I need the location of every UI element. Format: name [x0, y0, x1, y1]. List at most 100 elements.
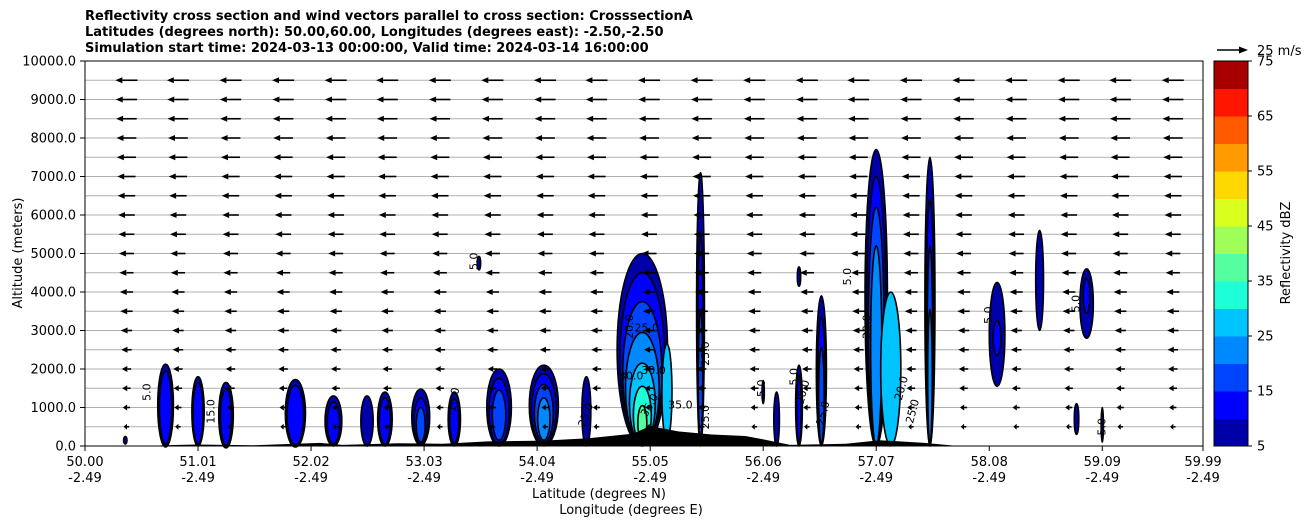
wind-arrow-head: [1112, 250, 1120, 257]
wind-arrow-head: [486, 327, 494, 334]
wind-arrow-head: [329, 308, 337, 315]
wind-arrow-head: [219, 96, 227, 103]
wind-arrow-head: [1117, 423, 1121, 430]
reflectivity-cell: [879, 291, 902, 447]
wind-arrow-head: [694, 289, 702, 295]
wind-arrow-head: [167, 135, 175, 141]
wind-arrow-head: [849, 212, 857, 218]
wind-arrow-head: [750, 404, 755, 411]
wind-arrow-head: [435, 366, 441, 372]
wind-arrow-head: [376, 96, 384, 103]
wind-arrow-head: [698, 404, 703, 411]
wind-arrow-head: [1167, 327, 1174, 334]
wind-arrow-head: [1164, 231, 1172, 238]
wind-arrow-head: [692, 154, 700, 161]
wind-arrow-head: [796, 135, 804, 141]
wind-arrow-head: [746, 250, 754, 257]
wind-arrow-head: [851, 289, 859, 295]
wind-arrow-head: [903, 269, 911, 276]
wind-arrow-head: [325, 115, 333, 122]
wind-arrow-head: [639, 135, 647, 141]
wind-arrow-head: [117, 192, 125, 199]
wind-arrow-head: [588, 212, 596, 218]
wind-arrow-head: [275, 231, 283, 238]
wind-arrow-head: [694, 250, 702, 257]
wind-arrow-head: [534, 96, 542, 103]
wind-arrow-head: [748, 327, 756, 334]
reflectivity-cell: [761, 379, 766, 405]
wind-arrow-head: [797, 154, 805, 161]
wind-arrow-head: [952, 96, 960, 103]
wind-arrow-head: [640, 212, 648, 218]
wind-arrow-head: [225, 366, 232, 372]
wind-arrow-head: [1060, 231, 1068, 238]
colorbar-segment: [1214, 363, 1248, 392]
wind-arrow-head: [1058, 115, 1066, 122]
wind-arrow-head: [328, 250, 336, 257]
wind-arrow-head: [590, 308, 598, 315]
wind-arrow-head: [1058, 96, 1066, 103]
wind-arrow-head: [430, 173, 438, 180]
colorbar-segment: [1214, 143, 1248, 172]
wind-arrow-head: [593, 423, 597, 430]
wind-arrow-head: [955, 231, 963, 238]
wind-arrow-head: [540, 366, 546, 372]
wind-arrow-head: [115, 77, 123, 84]
wind-arrow-head: [536, 192, 544, 199]
reflectivity-cell: [773, 391, 781, 447]
wind-arrow-head: [900, 115, 908, 122]
wind-arrow-head: [848, 115, 856, 122]
wind-arrow-head: [1109, 96, 1117, 103]
wind-arrow-head: [901, 154, 909, 161]
wind-arrow-head: [1163, 154, 1171, 161]
x-tick-label-lat: 50.00: [66, 455, 103, 470]
wind-arrow-head: [275, 250, 283, 257]
wind-arrow-head: [906, 385, 912, 392]
wind-arrow-head: [431, 231, 439, 238]
wind-arrow-head: [692, 192, 700, 199]
wind-arrow-head: [122, 385, 128, 392]
wind-arrow-head: [1164, 212, 1172, 218]
colorbar-tick-label: 5: [1257, 440, 1265, 455]
wind-arrow-head: [903, 250, 911, 257]
wind-key-arrow-head: [1239, 46, 1248, 54]
wind-arrow-head: [641, 231, 649, 238]
wind-arrow-head: [690, 77, 698, 84]
wind-arrow-head: [852, 327, 860, 334]
wind-arrow-head: [174, 404, 179, 411]
wind-arrow-head: [540, 385, 546, 392]
wind-arrow-head: [117, 173, 125, 180]
wind-arrow-head: [170, 250, 178, 257]
wind-arrow-head: [1110, 154, 1118, 161]
wind-arrow-head: [273, 135, 281, 141]
title-line-1: Reflectivity cross section and wind vect…: [85, 9, 693, 24]
wind-arrow-head: [743, 96, 751, 103]
wind-arrow-head: [381, 346, 389, 353]
wind-arrow-head: [431, 192, 439, 199]
wind-arrow-head: [695, 327, 703, 334]
wind-arrow-head: [1111, 212, 1119, 218]
wind-arrow-head: [851, 269, 859, 276]
wind-arrow-head: [1170, 423, 1174, 430]
wind-arrow-head: [743, 115, 751, 122]
wind-arrow-head: [749, 366, 756, 372]
wind-arrow-head: [489, 423, 493, 430]
contour-label: 5.0: [755, 380, 768, 398]
wind-arrow-head: [748, 346, 756, 353]
wind-arrow-head: [1114, 327, 1122, 334]
x-tick-label-lat: 51.01: [179, 455, 216, 470]
wind-arrow-head: [590, 327, 598, 334]
x-tick-label-lat: 52.02: [292, 455, 329, 470]
wind-arrow-head: [1006, 173, 1014, 180]
wind-arrow-head: [327, 231, 335, 238]
reflectivity-cell: [192, 381, 204, 445]
colorbar-label: Reflectivity dBZ: [1279, 202, 1294, 305]
wind-arrow-head: [899, 77, 907, 84]
plot-area: 5.05.05.05.05.05.05.05.015.020.025.030.0…: [84, 60, 1204, 449]
wind-arrow-head: [428, 77, 436, 84]
wind-arrow-head: [1008, 250, 1016, 257]
y-axis-label: Altitude (meters): [11, 198, 26, 309]
wind-arrow-head: [693, 231, 701, 238]
wind-arrow-head: [799, 250, 807, 257]
colorbar-tick-label: 15: [1257, 385, 1274, 400]
